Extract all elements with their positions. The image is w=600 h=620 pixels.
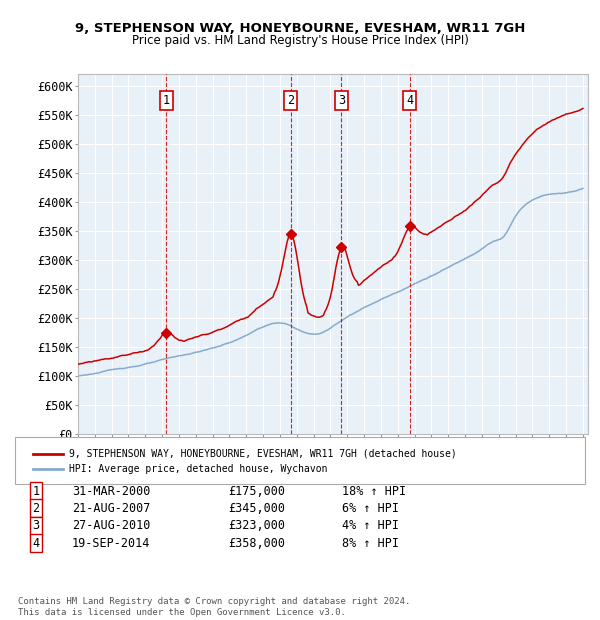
Text: HPI: Average price, detached house, Wychavon: HPI: Average price, detached house, Wych… (69, 464, 328, 474)
Text: 31-MAR-2000: 31-MAR-2000 (72, 485, 151, 497)
Text: 8% ↑ HPI: 8% ↑ HPI (342, 537, 399, 549)
Text: 4% ↑ HPI: 4% ↑ HPI (342, 520, 399, 532)
Text: 3: 3 (32, 520, 40, 532)
Text: 27-AUG-2010: 27-AUG-2010 (72, 520, 151, 532)
Text: 2: 2 (287, 94, 295, 107)
Text: 3: 3 (338, 94, 345, 107)
Text: 18% ↑ HPI: 18% ↑ HPI (342, 485, 406, 497)
Text: 9, STEPHENSON WAY, HONEYBOURNE, EVESHAM, WR11 7GH: 9, STEPHENSON WAY, HONEYBOURNE, EVESHAM,… (75, 22, 525, 35)
Text: 4: 4 (406, 94, 413, 107)
Text: £175,000: £175,000 (228, 485, 285, 497)
Text: 6% ↑ HPI: 6% ↑ HPI (342, 502, 399, 515)
Text: 21-AUG-2007: 21-AUG-2007 (72, 502, 151, 515)
Text: 4: 4 (32, 537, 40, 549)
Text: 2: 2 (32, 502, 40, 515)
Text: 19-SEP-2014: 19-SEP-2014 (72, 537, 151, 549)
Text: £323,000: £323,000 (228, 520, 285, 532)
Text: Price paid vs. HM Land Registry's House Price Index (HPI): Price paid vs. HM Land Registry's House … (131, 34, 469, 47)
Text: Contains HM Land Registry data © Crown copyright and database right 2024.
This d: Contains HM Land Registry data © Crown c… (18, 598, 410, 617)
Text: 9, STEPHENSON WAY, HONEYBOURNE, EVESHAM, WR11 7GH (detached house): 9, STEPHENSON WAY, HONEYBOURNE, EVESHAM,… (69, 449, 457, 459)
Text: £345,000: £345,000 (228, 502, 285, 515)
Text: 1: 1 (163, 94, 170, 107)
Text: £358,000: £358,000 (228, 537, 285, 549)
Text: 1: 1 (32, 485, 40, 497)
